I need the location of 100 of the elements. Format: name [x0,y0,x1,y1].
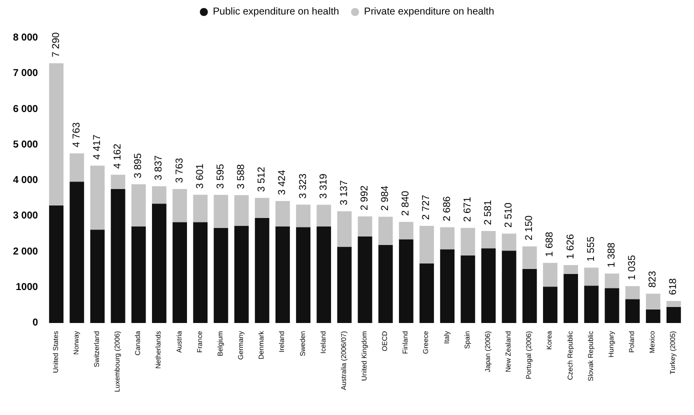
legend-label: Public expenditure on health [212,6,340,18]
bar [172,222,187,323]
bar [131,226,146,323]
bar [522,268,537,323]
total-label: 618 [668,278,680,295]
total-label: 3 763 [174,157,186,183]
y-tick-label: 6 000 [12,104,38,115]
bar [502,234,516,251]
bar [172,188,187,222]
total-label: 3 595 [215,163,226,189]
bar [564,265,578,274]
bar [460,255,476,323]
bar [564,274,578,323]
total-label: 2 840 [400,190,412,216]
y-tick-label: 3 000 [12,210,38,222]
bar [70,182,84,323]
total-label: 3 837 [154,154,165,180]
total-label: 4 417 [92,134,103,160]
total-label: 823 [648,270,659,288]
total-label: 3 512 [256,166,268,192]
bar [440,249,455,323]
bar [378,244,393,323]
bar [70,153,84,182]
bar [604,274,620,288]
bar [110,174,126,190]
y-tick-label: 7 000 [12,68,38,80]
bar [502,250,516,323]
bar [275,226,290,323]
total-label: 3 137 [338,180,350,206]
bar [193,222,208,323]
bar [358,216,372,236]
total-label: 3 323 [298,173,309,199]
bar [646,309,660,323]
bar [543,262,558,287]
bar [254,218,270,323]
bar [481,248,496,323]
total-label: 3 601 [194,163,206,189]
bar [152,204,166,323]
y-tick-label: 8 000 [12,32,38,44]
total-label: 3 319 [318,173,330,199]
total-label: 1 388 [606,242,618,268]
y-tick-label: 0 [32,318,38,328]
total-label: 2 671 [462,196,474,222]
y-tick-label: 1000 [16,282,38,293]
bar [584,286,599,323]
bar [193,194,208,222]
total-label: 1 688 [544,231,556,257]
bar [481,231,496,248]
legend-label: Private expenditure on health [364,6,494,18]
total-label: 4 162 [112,143,124,169]
bar [214,194,228,228]
bar [152,186,166,204]
bar [460,228,476,256]
total-label: 2 686 [442,196,453,222]
bar [131,184,146,226]
y-tick-label: 5 000 [12,139,38,150]
bar [296,204,310,228]
total-label: 3 588 [236,164,248,190]
bar [420,264,434,323]
bar [646,294,660,310]
total-label: 4 763 [71,122,82,148]
total-label: 2 984 [380,185,392,211]
bar [214,228,228,323]
bar [316,204,332,226]
total-label: 2 581 [482,200,494,226]
bar [625,286,640,300]
total-label: 1 555 [586,236,597,262]
bar [90,230,105,323]
bar [110,189,126,323]
total-label: 2 510 [504,202,515,228]
bar [296,227,310,323]
bar [254,198,270,218]
total-label: 2 727 [421,194,432,220]
bar [316,226,332,323]
total-label: 3 895 [133,152,144,178]
bar [398,239,414,323]
total-label: 2 150 [524,214,536,240]
bar [275,201,290,226]
bar [337,211,352,247]
bar [378,216,393,245]
bar [358,236,372,323]
bar [543,286,558,323]
total-label: 3 424 [277,170,288,196]
bar [625,299,640,323]
bar [666,300,681,307]
bar [49,63,64,206]
bar [234,195,249,226]
y-tick-label: 2 000 [12,246,38,258]
bar [49,205,64,323]
bar [522,246,537,269]
bar [584,268,599,286]
total-label: 1 035 [627,254,638,280]
bar [440,227,455,250]
y-tick-label: 4 000 [12,175,38,186]
bar [234,226,249,323]
total-label: 7 290 [50,32,62,58]
total-label: 2 992 [360,184,370,210]
bar [398,222,414,240]
bar [666,306,681,323]
total-label: 1 626 [565,234,576,260]
